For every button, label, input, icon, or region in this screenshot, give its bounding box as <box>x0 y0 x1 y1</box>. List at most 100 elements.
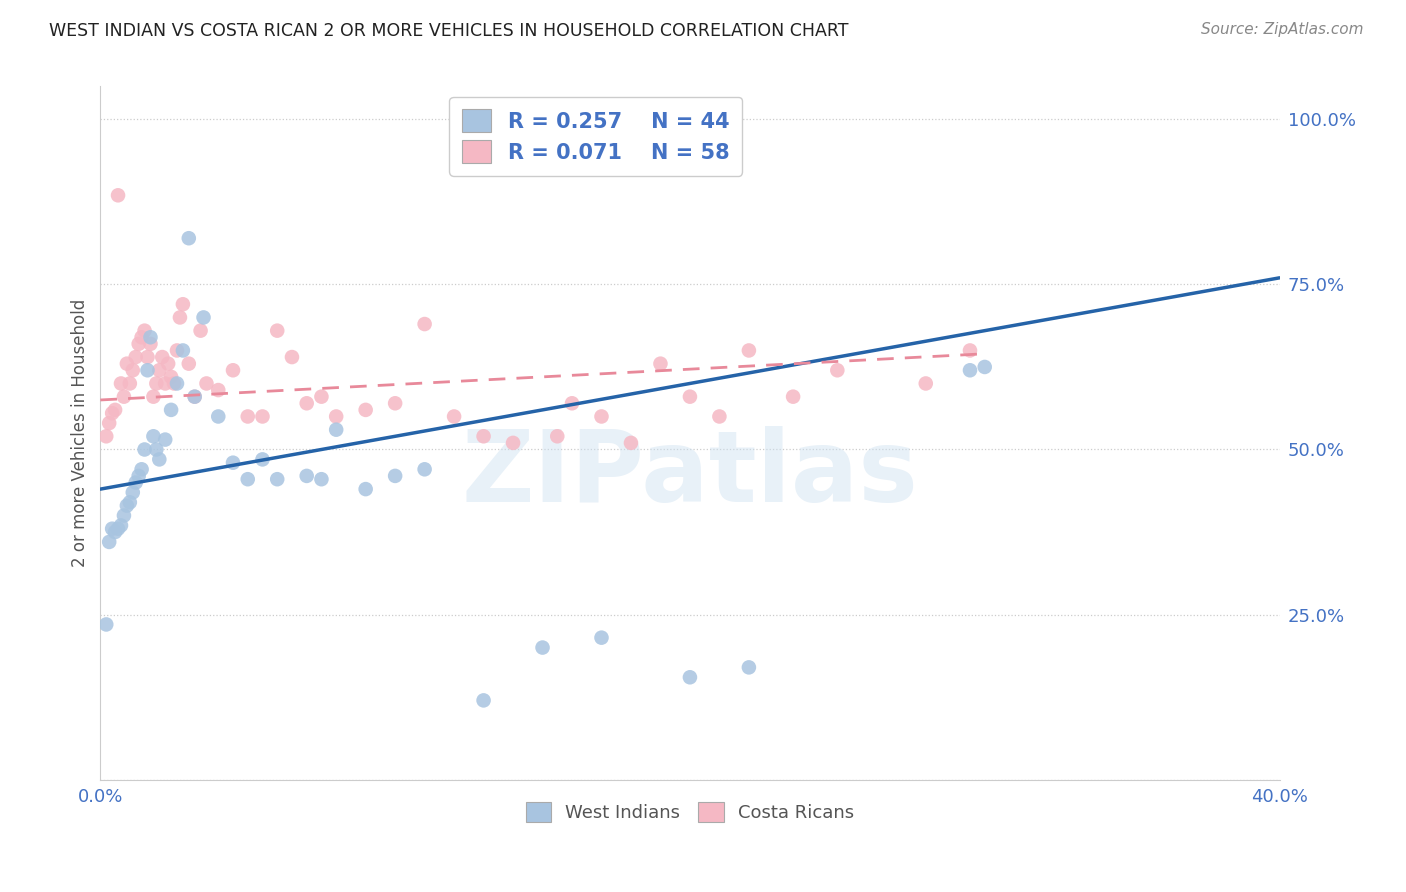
Point <box>546 429 568 443</box>
Point <box>163 376 186 391</box>
Point <box>222 363 245 377</box>
Point <box>139 330 162 344</box>
Point <box>169 310 191 325</box>
Point <box>207 383 229 397</box>
Point <box>591 631 613 645</box>
Legend: West Indians, Costa Ricans: West Indians, Costa Ricans <box>515 791 865 833</box>
Point <box>131 462 153 476</box>
Point <box>266 472 288 486</box>
Point <box>142 390 165 404</box>
Point <box>183 390 205 404</box>
Point <box>107 188 129 202</box>
Point <box>193 310 215 325</box>
Point <box>139 336 162 351</box>
Point <box>738 660 761 674</box>
Point <box>650 357 672 371</box>
Point <box>118 376 141 391</box>
Point <box>679 670 702 684</box>
Point <box>959 343 981 358</box>
Point <box>128 336 150 351</box>
Point <box>96 429 118 443</box>
Point <box>384 469 406 483</box>
Point <box>172 297 194 311</box>
Point <box>112 390 135 404</box>
Point <box>134 324 156 338</box>
Point <box>782 390 804 404</box>
Point <box>160 403 183 417</box>
Point <box>236 409 259 424</box>
Point <box>125 350 148 364</box>
Point <box>177 231 200 245</box>
Point <box>591 409 613 424</box>
Point <box>177 357 200 371</box>
Point <box>207 409 229 424</box>
Point <box>502 436 524 450</box>
Point <box>112 508 135 523</box>
Point <box>413 317 436 331</box>
Point <box>104 403 127 417</box>
Point <box>115 357 138 371</box>
Point <box>252 409 274 424</box>
Point <box>295 469 318 483</box>
Point <box>183 390 205 404</box>
Point <box>679 390 702 404</box>
Point <box>531 640 554 655</box>
Point <box>110 376 132 391</box>
Point <box>98 416 121 430</box>
Point <box>118 495 141 509</box>
Point <box>160 369 183 384</box>
Point <box>128 469 150 483</box>
Point <box>131 330 153 344</box>
Point <box>98 535 121 549</box>
Point <box>195 376 218 391</box>
Point <box>190 324 212 338</box>
Point <box>148 452 170 467</box>
Point <box>325 409 347 424</box>
Point <box>295 396 318 410</box>
Point <box>136 363 159 377</box>
Point <box>311 390 333 404</box>
Point <box>443 409 465 424</box>
Point <box>136 350 159 364</box>
Y-axis label: 2 or more Vehicles in Household: 2 or more Vehicles in Household <box>72 299 89 567</box>
Point <box>107 522 129 536</box>
Point <box>413 462 436 476</box>
Point <box>252 452 274 467</box>
Point <box>110 518 132 533</box>
Point <box>145 376 167 391</box>
Point <box>155 433 177 447</box>
Point <box>115 499 138 513</box>
Point <box>145 442 167 457</box>
Point <box>101 522 124 536</box>
Point <box>236 472 259 486</box>
Point <box>914 376 936 391</box>
Point <box>973 359 995 374</box>
Point <box>96 617 118 632</box>
Point <box>325 423 347 437</box>
Point <box>121 363 143 377</box>
Point <box>354 482 377 496</box>
Point <box>384 396 406 410</box>
Point <box>101 406 124 420</box>
Point <box>142 429 165 443</box>
Point <box>155 376 177 391</box>
Point <box>121 485 143 500</box>
Point <box>125 475 148 490</box>
Point <box>148 363 170 377</box>
Point <box>166 343 188 358</box>
Point <box>150 350 173 364</box>
Point <box>472 429 495 443</box>
Text: Source: ZipAtlas.com: Source: ZipAtlas.com <box>1201 22 1364 37</box>
Point <box>959 363 981 377</box>
Point <box>172 343 194 358</box>
Point <box>620 436 643 450</box>
Point <box>827 363 849 377</box>
Text: ZIPatlas: ZIPatlas <box>461 426 918 523</box>
Point <box>222 456 245 470</box>
Point <box>354 403 377 417</box>
Point <box>157 357 180 371</box>
Point <box>281 350 304 364</box>
Point <box>166 376 188 391</box>
Point <box>134 442 156 457</box>
Text: WEST INDIAN VS COSTA RICAN 2 OR MORE VEHICLES IN HOUSEHOLD CORRELATION CHART: WEST INDIAN VS COSTA RICAN 2 OR MORE VEH… <box>49 22 849 40</box>
